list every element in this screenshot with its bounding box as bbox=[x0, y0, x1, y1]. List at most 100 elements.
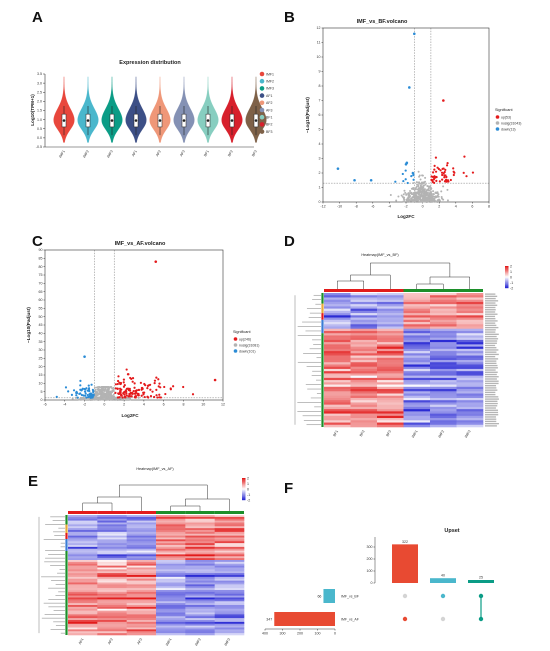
up-point bbox=[119, 381, 123, 385]
y-tick-label: 80 bbox=[39, 265, 43, 269]
heatmap-cell bbox=[68, 563, 98, 566]
violin-median bbox=[230, 119, 234, 122]
heatmap-cell bbox=[350, 362, 378, 365]
up-point bbox=[127, 373, 130, 376]
heatmap-cell bbox=[185, 552, 215, 555]
upset-matrix-dot bbox=[402, 593, 408, 599]
heatmap-cell bbox=[214, 530, 245, 533]
heatmap-cell bbox=[456, 420, 484, 423]
heatmap-cell bbox=[403, 330, 431, 334]
row-label-block bbox=[485, 393, 496, 396]
violin-y-tick-label: 0.5 bbox=[37, 127, 42, 131]
y-tick-label: 10 bbox=[39, 382, 43, 386]
heatmap-cell bbox=[456, 339, 484, 343]
heatmap-cell bbox=[324, 324, 351, 327]
heatmap-cell bbox=[156, 535, 186, 538]
heatmap-cell bbox=[324, 351, 351, 354]
heatmap-cell bbox=[456, 384, 484, 388]
row-cluster-strip bbox=[321, 319, 324, 334]
heatmap-cell bbox=[456, 328, 484, 332]
upset-body: 0 100 200 300 322 40 25 IMF_vs_BF IMF_vs_AF 66 347… bbox=[262, 537, 494, 636]
upset-set-size-label: 347 bbox=[266, 617, 272, 621]
color-scale-step bbox=[242, 485, 246, 487]
heatmap-cell bbox=[456, 330, 484, 334]
heatmap-cell bbox=[214, 595, 245, 598]
up-point bbox=[142, 391, 145, 394]
up-point bbox=[463, 155, 466, 158]
heatmap-cell bbox=[214, 608, 245, 611]
heatmap-cell bbox=[430, 304, 457, 307]
violin-median bbox=[62, 119, 66, 122]
heatmap-cell bbox=[156, 561, 186, 565]
heatmap-cell bbox=[185, 524, 215, 527]
nosig-point bbox=[93, 386, 96, 389]
heatmap-cell bbox=[185, 522, 215, 525]
nosig-point bbox=[419, 185, 422, 188]
heatmap-cell bbox=[68, 610, 98, 613]
nosig-point bbox=[129, 398, 132, 401]
heatmap-cell bbox=[377, 373, 404, 376]
heatmap-cell bbox=[430, 415, 457, 419]
heatmap-cell bbox=[377, 391, 404, 394]
heatmap-cell bbox=[97, 569, 127, 572]
heatmap-cell bbox=[456, 335, 484, 338]
heatmap-cell bbox=[97, 556, 127, 559]
heatmap-cell bbox=[68, 537, 98, 540]
heatmap-cell bbox=[126, 537, 157, 540]
heatmap-cell bbox=[377, 377, 404, 381]
nosig-point bbox=[428, 196, 431, 199]
down-highlight-point bbox=[336, 167, 340, 170]
x-tick-label: -6 bbox=[371, 205, 374, 209]
heatmap-cell bbox=[350, 371, 378, 374]
heatmap-cell bbox=[214, 531, 245, 535]
heatmap-cell bbox=[350, 353, 378, 356]
heatmap-cell bbox=[156, 593, 186, 596]
heatmap-cell bbox=[350, 375, 378, 379]
heatmap-cell bbox=[214, 606, 245, 610]
color-scale-label: 1 bbox=[510, 270, 512, 274]
row-label-block bbox=[485, 389, 498, 391]
heatmap-cell bbox=[430, 357, 457, 361]
heatmap-cell bbox=[324, 360, 351, 363]
nosig-point bbox=[415, 195, 418, 198]
heatmap-cell bbox=[350, 324, 378, 327]
volcano-b-legend-down-swatch bbox=[495, 127, 500, 131]
down-point bbox=[72, 389, 76, 392]
y-tick-label: 1 bbox=[319, 186, 321, 190]
heatmap-cell bbox=[350, 306, 378, 309]
heatmap-cell bbox=[126, 524, 157, 527]
heatmap-cell bbox=[350, 420, 378, 423]
group-annotation-bar bbox=[97, 511, 127, 514]
color-scale-step bbox=[505, 270, 509, 272]
up-point bbox=[120, 394, 123, 397]
y-tick-label: 75 bbox=[39, 273, 43, 277]
panel-f-upset: Upset 0 100 200 300 322 40 25 IMF_vs_BF IMF_vs_A… bbox=[262, 528, 494, 636]
column-dendrogram bbox=[337, 262, 470, 289]
heatmap-cell bbox=[156, 618, 186, 621]
color-scale-label: -2 bbox=[247, 499, 250, 503]
x-tick-label: -4 bbox=[63, 403, 66, 407]
heatmap-cell bbox=[456, 375, 484, 379]
heatmap-cell bbox=[214, 546, 245, 550]
heatmap-cell bbox=[377, 371, 404, 374]
up-point bbox=[134, 395, 137, 398]
up-point bbox=[182, 385, 185, 389]
heatmap-cell bbox=[97, 591, 127, 595]
down-point bbox=[79, 392, 82, 395]
up-point bbox=[445, 175, 448, 179]
y-tick-label: 5 bbox=[319, 128, 321, 132]
nosig-point bbox=[429, 198, 432, 201]
down-point bbox=[87, 395, 90, 399]
upset-set-axis-label: 400 bbox=[262, 632, 268, 636]
heatmap-cell bbox=[185, 543, 215, 546]
up-point bbox=[134, 392, 137, 395]
heatmap-cell bbox=[156, 605, 186, 608]
y-tick-label: 9 bbox=[319, 70, 321, 74]
heatmap-cell bbox=[126, 539, 157, 542]
heatmap-cell bbox=[126, 629, 157, 632]
heatmap-cell bbox=[156, 546, 186, 550]
heatmap-cell bbox=[97, 601, 127, 604]
heatmap-cell bbox=[350, 384, 378, 388]
heatmap-cell bbox=[97, 633, 127, 636]
